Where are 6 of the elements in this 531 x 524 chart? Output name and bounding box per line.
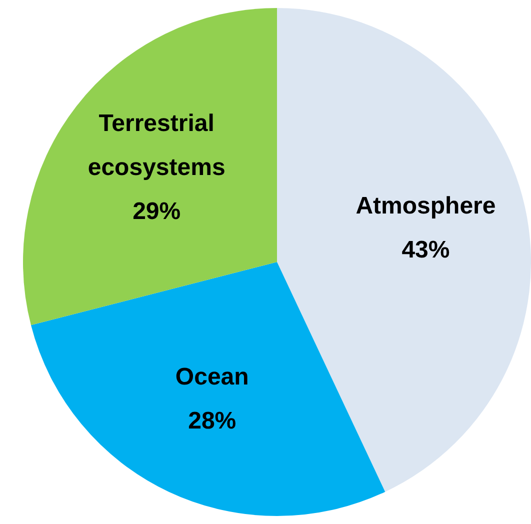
data-label: 43%	[402, 236, 450, 264]
slice-label: Terrestrial ecosystems	[88, 110, 226, 182]
data-label: 29%	[132, 198, 181, 226]
slice-label: Ocean	[175, 364, 249, 391]
data-label: 28%	[188, 408, 236, 435]
slice-label: Atmosphere	[356, 192, 496, 220]
